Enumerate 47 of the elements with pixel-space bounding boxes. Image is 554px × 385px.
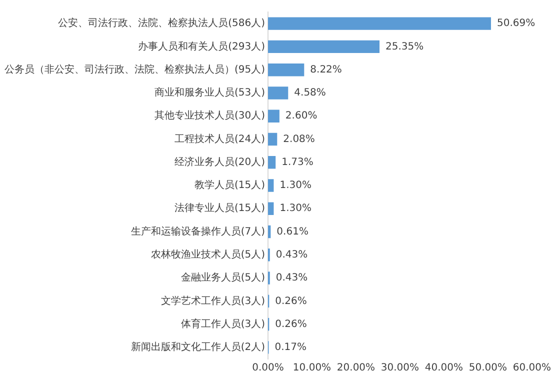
bar (268, 40, 380, 54)
x-tick-label: 20.00% (336, 362, 376, 374)
bar (268, 179, 274, 192)
y-tick-label: 商业和服务业人员(53人) (154, 86, 266, 99)
y-tick-label: 文学艺术工作人员(3人) (160, 294, 266, 307)
bar (268, 202, 274, 215)
x-tick-label: 10.00% (292, 362, 332, 374)
y-tick-label: 体育工作人员(3人) (180, 318, 266, 330)
data-label: 1.30% (280, 203, 312, 214)
data-label: 1.30% (280, 180, 312, 192)
y-tick-label: 生产和运输设备操作人员(7人) (130, 225, 266, 238)
data-label: 0.26% (275, 296, 307, 307)
bar (268, 63, 304, 76)
y-tick-label: 农林牧渔业技术人员(5人) (150, 248, 266, 260)
x-tick-label: 0.00% (252, 362, 284, 374)
data-label: 4.58% (294, 88, 326, 99)
y-tick-label: 教学人员(15人) (194, 179, 266, 192)
y-tick-label: 办事人员和有关人员(293人) (138, 40, 266, 52)
bar (268, 225, 271, 238)
x-tick-label: 60.00% (512, 362, 552, 374)
y-tick-label: 经济业务人员(20人) (174, 156, 266, 168)
y-tick-label: 工程技术人员(24人) (174, 132, 266, 145)
bar (268, 156, 276, 169)
x-tick-label: 30.00% (380, 362, 420, 374)
data-label: 0.43% (276, 272, 308, 284)
data-label: 0.43% (276, 249, 308, 260)
bar (268, 132, 278, 146)
data-label: 25.35% (386, 41, 424, 52)
data-label: 8.22% (310, 64, 342, 76)
data-label: 0.61% (276, 226, 308, 238)
x-tick-label: 50.00% (468, 362, 508, 374)
y-tick-label: 新闻出版和文化工作人员(2人) (130, 341, 266, 354)
y-tick-label: 公务员（非公安、司法行政、法院、检察执法人员）(95人) (4, 63, 266, 76)
bar (268, 17, 491, 30)
y-tick-label: 其他专业技术人员(30人) (154, 110, 266, 122)
y-tick-label: 法律专业人员(15人) (174, 202, 266, 214)
bar (268, 110, 280, 122)
data-label: 50.69% (496, 18, 536, 30)
x-tick-label: 40.00% (424, 362, 464, 374)
data-label: 2.60% (285, 110, 318, 122)
bar (268, 86, 288, 100)
data-label: 1.73% (282, 156, 314, 168)
data-label: 2.08% (283, 134, 315, 145)
y-tick-label: 公安、司法行政、法院、检察执法人员(586人) (58, 17, 266, 30)
data-label: 0.26% (275, 318, 307, 330)
data-label: 0.17% (274, 342, 307, 354)
y-tick-label: 金融业务人员(5人) (180, 272, 266, 284)
